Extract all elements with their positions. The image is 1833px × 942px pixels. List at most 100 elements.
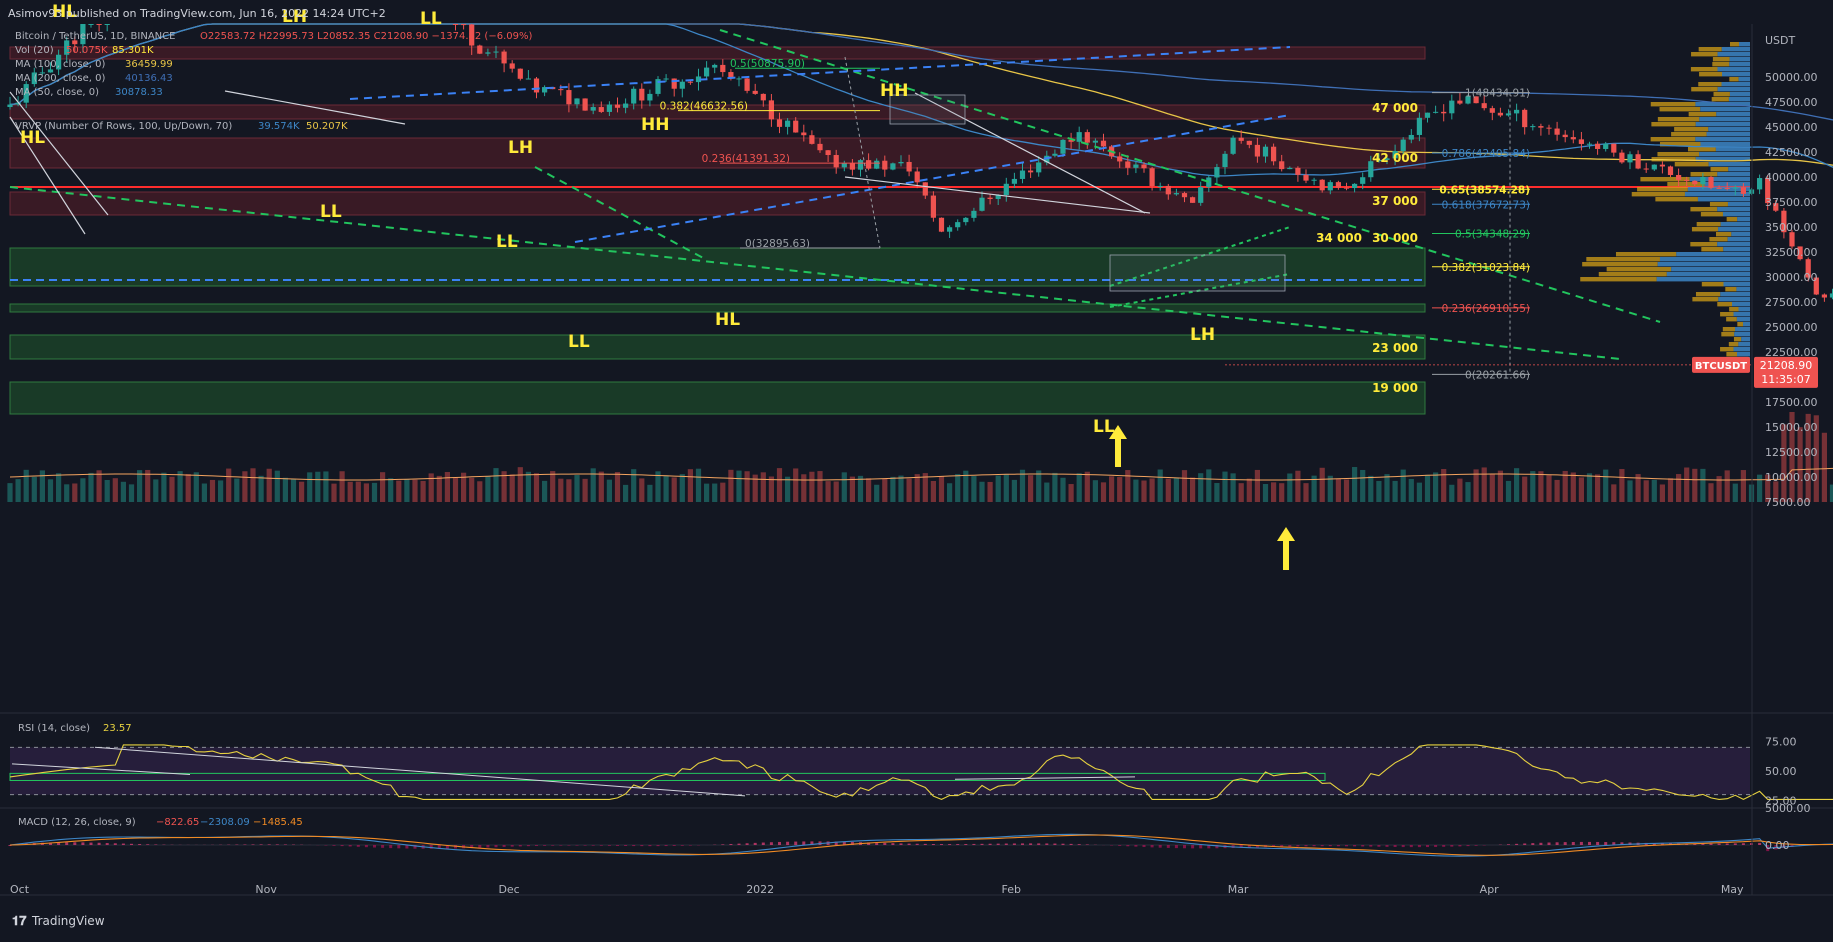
candle-body (1417, 118, 1422, 135)
volume-bar (931, 481, 936, 502)
up-arrow-icon-shaft (1115, 438, 1121, 467)
level-label-6: 19 000 (1372, 381, 1418, 395)
candle-body (1231, 138, 1236, 154)
candle-body (526, 79, 531, 80)
vrvp-down-bar (1729, 62, 1750, 66)
macd-histogram-bar (778, 842, 781, 845)
volume-bar (1490, 474, 1495, 502)
volume-bar (850, 477, 855, 502)
vrvp-down-bar (1722, 82, 1750, 86)
volume-bar (72, 483, 77, 502)
fib-right-label-2: 0.65(38574.28) (1439, 184, 1530, 196)
candle-body (1141, 165, 1146, 169)
vrvp-up-bar (1701, 247, 1723, 251)
volume-bar (1004, 474, 1009, 502)
volume-bar (291, 479, 296, 502)
swing-label-4: LL (496, 232, 518, 252)
candle-body (1255, 145, 1260, 157)
macd-histogram-bar (608, 845, 611, 846)
candle-body (680, 82, 685, 89)
vrvp-up-bar (1689, 112, 1717, 116)
fib-right-label-4: 0.5(34348.29) (1455, 229, 1530, 241)
volume-bar (1166, 479, 1171, 502)
volume-bar (1295, 471, 1300, 502)
vrvp-up-bar (1726, 352, 1737, 356)
candle-body (745, 78, 750, 90)
candle-body (1725, 188, 1730, 189)
macd-histogram-bar (900, 843, 903, 845)
volume-bar (364, 483, 369, 502)
volume-bar (421, 481, 426, 502)
volume-bar (1676, 474, 1681, 502)
swing-label-9: HL (715, 310, 740, 330)
vrvp-up-bar (1691, 67, 1718, 71)
candle-body (1538, 126, 1543, 128)
macd-histogram-bar (673, 845, 676, 846)
volume-bar (388, 478, 393, 502)
price-tick-2: 45000.00 (1765, 121, 1818, 134)
macd-histogram-bar (1596, 842, 1599, 845)
vrvp-down-bar (1737, 217, 1750, 221)
volume-bar (971, 476, 976, 502)
macd-histogram-bar (981, 844, 984, 845)
volume-bar (250, 468, 255, 502)
vrvp-down-bar (1722, 72, 1750, 76)
macd-histogram-bar (948, 844, 951, 845)
volume-bar (558, 479, 563, 502)
vrvp-up-bar (1725, 287, 1736, 291)
zone-3 (10, 192, 1425, 215)
volume-bar (267, 469, 272, 502)
vrvp-down-bar (1671, 267, 1750, 271)
price-tick-14: 12500.00 (1765, 446, 1818, 459)
volume-bar (226, 469, 231, 502)
volume-bar (574, 475, 579, 502)
volume-bar (550, 471, 555, 502)
macd-histogram-bar (1564, 842, 1567, 845)
candle-body (1247, 141, 1252, 145)
vrvp-down-bar (1695, 137, 1750, 141)
vrvp-up-bar (1688, 147, 1716, 151)
macd-histogram-bar (122, 844, 125, 845)
macd-histogram-bar (1143, 845, 1146, 847)
volume-bar (947, 483, 952, 502)
volume-bar (1652, 480, 1657, 502)
volume-bar (1360, 470, 1365, 502)
volume-bar (826, 481, 831, 502)
macd-histogram-bar (357, 845, 360, 847)
volume-bar (1376, 481, 1381, 502)
macd-histogram-bar (268, 844, 271, 845)
macd-histogram-bar (1175, 845, 1178, 848)
candle-body (1660, 165, 1665, 167)
macd-histogram-bar (567, 845, 570, 846)
candle-body (931, 196, 936, 218)
vrvp-up-bar (1690, 242, 1717, 246)
macd-histogram-bar (1442, 845, 1445, 847)
macd-histogram-bar (738, 844, 741, 845)
candle-body (1449, 101, 1454, 114)
rsi-value: 23.57 (103, 723, 132, 734)
volume-bar (1401, 470, 1406, 502)
candle-body (1336, 182, 1341, 188)
candle-body (777, 119, 782, 127)
volume-bar (113, 478, 118, 502)
rsi-band (10, 747, 1750, 794)
fib-right-label-7: 0(20261.66) (1465, 369, 1530, 381)
candle-body (1271, 147, 1276, 162)
candle-body (1214, 167, 1219, 177)
volume-bar (485, 476, 490, 502)
volume-bar (315, 472, 320, 502)
volume-bar (307, 472, 312, 502)
vrvp-up-bar (1658, 117, 1699, 121)
vrvp-down-bar (1667, 272, 1750, 276)
volume-bar (348, 482, 353, 502)
macd-histogram-bar (559, 845, 562, 846)
level-label-0: 47 000 (1372, 101, 1418, 115)
macd-histogram-bar (956, 844, 959, 845)
volume-bar (1441, 469, 1446, 502)
macd-histogram-bar (154, 844, 157, 845)
level-label-5: 23 000 (1372, 341, 1418, 355)
vrvp-up-bar (1709, 237, 1727, 241)
macd-histogram-bar (341, 845, 344, 846)
